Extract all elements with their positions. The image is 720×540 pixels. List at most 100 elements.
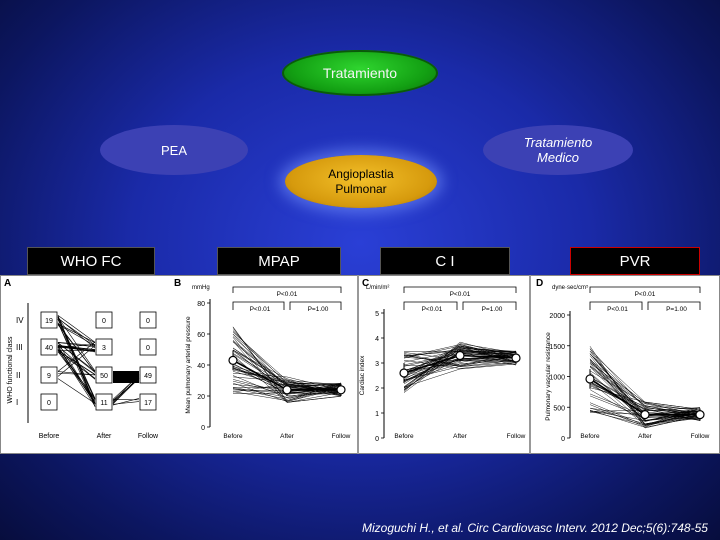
panel-d-patient-line (589, 411, 701, 426)
panel-a-link (57, 342, 96, 403)
panel-a-link (57, 351, 96, 379)
panel-d-xtick: After (638, 433, 653, 440)
panel-a-link (57, 315, 96, 343)
panel-a-count: 0 (102, 318, 106, 325)
header-pvr: PVR (570, 247, 700, 275)
header-mpap: MPAP (217, 247, 341, 275)
panel-a-xtick: Follow (138, 433, 159, 440)
panel-c-p-right: P=1.00 (482, 306, 503, 313)
panel-b-ytick: 0 (201, 425, 205, 432)
panel-c-p-left: P<0.01 (422, 306, 443, 313)
panel-c-patient-line (403, 344, 517, 360)
panel-b-ytick: 40 (197, 363, 205, 370)
panel-c-ytick: 1 (375, 411, 379, 418)
panel-a-class-label: IV (16, 316, 24, 325)
panel-c-ytick: 5 (375, 311, 379, 318)
panel-c-patient-line (403, 348, 517, 391)
panel-c-ytick: 0 (375, 436, 379, 443)
panel-b-patient-line (232, 382, 342, 402)
panel-a-letter: A (4, 278, 11, 289)
panel-a-count-box (95, 311, 113, 329)
panel-c-ytick: 2 (375, 386, 379, 393)
panel-a-class-label: I (16, 398, 18, 407)
panel-d-mean-point (640, 410, 650, 420)
panel-c-unit: L/min/m² (366, 285, 389, 291)
panel-a-xtick: After (97, 433, 112, 440)
panel-a-link (57, 349, 96, 380)
panel-d-patient-line (589, 407, 701, 425)
pea-node: PEA (100, 125, 248, 175)
panel-b-patient-line (232, 383, 342, 400)
panel-c-mean-point (455, 350, 465, 361)
panel-a-band (113, 371, 139, 383)
panel-b-bracket-right (289, 301, 342, 310)
panel-b-letter: B (174, 278, 181, 289)
panel-c-xtick: Before (394, 433, 414, 440)
panel-d-bracket-left (589, 301, 643, 310)
panel-a-count-box (40, 338, 58, 356)
panel-a-link (57, 378, 96, 404)
panel-a-count: 19 (45, 318, 53, 325)
panel-d-letter: D (536, 278, 543, 289)
panel-c-xtick: Follow (507, 433, 526, 440)
panel-d-patient-line (589, 359, 701, 427)
panel-d-mean-point (695, 410, 705, 420)
panel-d-xtick: Follow (691, 433, 710, 440)
panel-a-link (57, 324, 96, 346)
panel-a-count-box (95, 393, 113, 411)
panel-b-patient-line (232, 332, 342, 385)
panel-b-p-overall: P<0.01 (277, 291, 298, 298)
panel-d-mean-point (585, 374, 595, 384)
panel-c-patient-line (403, 345, 517, 374)
panel-a-count-box (139, 338, 157, 356)
panel-a-count: 40 (45, 345, 53, 352)
panel-c-letter: C (362, 278, 369, 289)
panel-c-bracket-overall (403, 286, 517, 293)
panel-a-count: 0 (47, 400, 51, 407)
panel-a-link (57, 342, 96, 348)
panel-b-p-right: P=1.00 (308, 306, 329, 313)
panel-d-ytick: 2000 (549, 313, 565, 320)
panel-b-ytick: 20 (197, 394, 205, 401)
panel-b-patient-line (232, 373, 342, 391)
panel-a-class-label: III (16, 343, 23, 352)
panel-a-link (57, 345, 96, 352)
header-ci-label: C I (435, 252, 455, 270)
panel-b-patient-line (232, 330, 342, 393)
panel-d-ytick: 1000 (549, 375, 565, 382)
panel-a-ylabel: WHO functional class (7, 336, 14, 403)
figure-panels: A WHO functional class IV III II I 19 40 9 0 Befor… (0, 275, 720, 454)
tratamiento-node: Tratamiento (282, 50, 438, 96)
panel-c-patient-line (403, 363, 517, 388)
panel-b-p-left: P<0.01 (250, 306, 271, 313)
panel-c-patient-line (403, 359, 517, 369)
panel-b-ylabel: Mean pulmonary arterial pressure (185, 316, 192, 414)
panel-a-link (57, 342, 96, 372)
angioplastia-label: Angioplastia Pulmonar (328, 166, 394, 196)
panel-a-count: 0 (146, 345, 150, 352)
panel-a-count-box (95, 338, 113, 356)
panel-b-mean-point (228, 355, 238, 365)
panel-b-xtick: Follow (332, 433, 351, 440)
citation: Mizoguchi H., et al. Circ Cardiovasc Int… (362, 521, 708, 535)
panel-c-ytick: 3 (375, 361, 379, 368)
panel-a-count: 0 (146, 318, 150, 325)
pea-label: PEA (160, 142, 187, 158)
panel-a-link (57, 317, 96, 349)
panel-d-unit: dyne·sec/cm⁵ (552, 284, 589, 291)
panel-d-bracket-right (647, 301, 701, 310)
panel-b-xtick: Before (223, 433, 243, 440)
panel-d-ytick: 1500 (549, 344, 565, 351)
panel-a-count-box (40, 366, 58, 384)
panel-a-count-box (139, 393, 157, 411)
panel-d-patient-line (589, 363, 701, 416)
panel-a-count-box (40, 393, 58, 411)
panel-a-count: 17 (144, 400, 152, 407)
panel-a-count: 11 (100, 400, 107, 407)
panel-a-link (112, 378, 140, 405)
panel-a-count: 3 (102, 345, 106, 352)
panel-a-link (112, 375, 140, 400)
header-who-fc-label: WHO FC (60, 252, 122, 270)
panel-a-class-label: II (16, 371, 20, 380)
